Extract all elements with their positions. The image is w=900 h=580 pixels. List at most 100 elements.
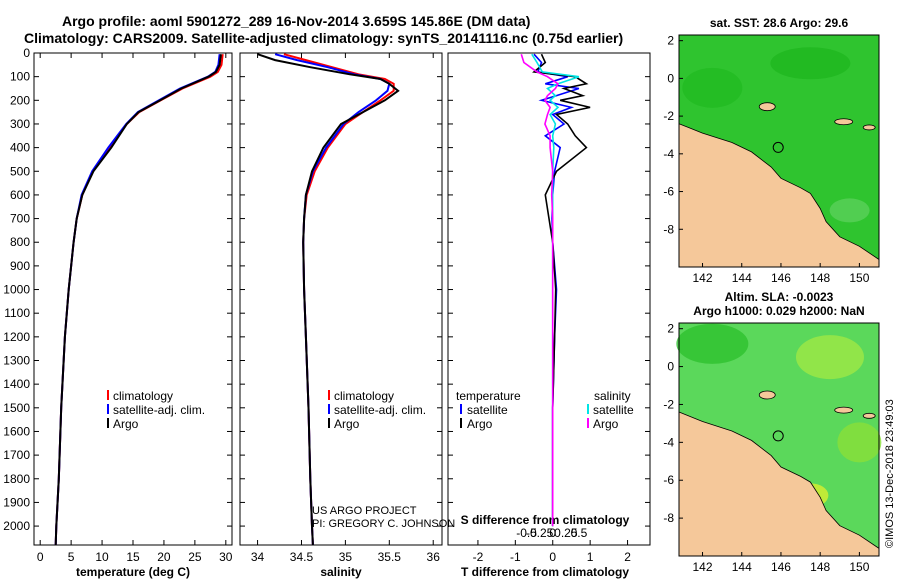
y-tick-label: 200: [10, 93, 30, 107]
x-tick-label: 142: [693, 560, 713, 574]
y-tick-label: 2: [667, 322, 674, 336]
y-tick-label: 400: [10, 141, 30, 155]
x-tick-label: 20: [157, 550, 171, 564]
map-frame: [678, 34, 880, 268]
series-line-salinity-Argo: [520, 53, 560, 527]
plot-frame: [239, 52, 443, 546]
y-tick-label: 2: [667, 34, 674, 48]
x-tick-label: 146: [771, 271, 791, 285]
y-tick-label: 1200: [3, 330, 30, 344]
series-line-satellite-adj-clim-: [54, 54, 221, 546]
plot-frame: [447, 52, 651, 546]
imos-credit: ©IMOS 13-Dec-2018 23:49:03: [884, 399, 896, 548]
y-tick-label: 1000: [3, 283, 30, 297]
y-tick-label: 0: [667, 360, 674, 374]
legend-label: satellite-adj. clim.: [113, 403, 205, 417]
x-tick-label: 30: [219, 550, 233, 564]
x-tick-label: 144: [732, 271, 752, 285]
island: [862, 412, 876, 419]
x-axis-label: T difference from climatology: [461, 565, 629, 579]
field-patch: [682, 67, 743, 108]
field-patch: [770, 47, 851, 80]
x-tick-label-salinity: -0.5: [516, 526, 537, 540]
legend-label: Argo: [593, 417, 619, 431]
field-patch: [795, 335, 864, 380]
title-line-1: Argo profile: aoml 5901272_289 16-Nov-20…: [62, 13, 530, 29]
y-tick-label: 900: [10, 259, 30, 273]
y-tick-label: 1400: [3, 377, 30, 391]
legend-label: Argo: [113, 417, 139, 431]
x-tick-label: 150: [849, 560, 869, 574]
x-tick-label: 34.5: [290, 550, 314, 564]
legend-label: satellite-adj. clim.: [334, 403, 426, 417]
y-tick-label: 0: [667, 71, 674, 85]
y-tick-label: -4: [663, 435, 674, 449]
island: [834, 406, 854, 414]
map-title: Altim. SLA: -0.0023: [725, 290, 834, 304]
legend-label: climatology: [113, 389, 173, 403]
legend-title-temperature: temperature: [456, 389, 521, 403]
x-tick-label-salinity: 0.25: [554, 526, 578, 540]
series-line-argo: [257, 53, 400, 546]
salinity-panel: 34 34.5 35 35.5 36 salinity climatologysatelli…: [239, 52, 443, 579]
y-tick-label: -8: [663, 511, 674, 525]
x-tick-label: 146: [771, 560, 791, 574]
map-frame: [678, 322, 880, 557]
legend-label: satellite: [467, 403, 508, 417]
x-tick-label: 2: [624, 550, 631, 564]
field-patch: [676, 323, 749, 364]
y-tick-label: -4: [663, 147, 674, 161]
y-tick-label: 100: [10, 70, 30, 84]
x-tick-label: 1: [587, 550, 594, 564]
x-tick-label: -1: [510, 550, 521, 564]
legend-label: satellite: [593, 403, 634, 417]
legend-label: Argo: [467, 417, 493, 431]
sst-map-panel: sat. SST: 28.6 Argo: 29.6 142 144 146 148 150…: [663, 16, 880, 285]
y-tick-label: -6: [663, 473, 674, 487]
island: [834, 118, 854, 126]
argo-position-marker: [772, 430, 784, 442]
x-tick-label: 144: [732, 560, 752, 574]
legend-title-salinity: salinity: [594, 389, 631, 403]
x-tick-label: 35.5: [378, 550, 402, 564]
series-line-satellite-adj-clim-: [274, 53, 391, 546]
x-axis-label-top: S difference from climatology: [461, 513, 630, 527]
y-tick-label: 500: [10, 164, 30, 178]
x-tick-label: 0: [549, 550, 556, 564]
series-line-argo: [54, 54, 222, 546]
project-credit: US ARGO PROJECT: [312, 505, 417, 517]
series-line-climatology: [54, 54, 224, 546]
x-tick-label: 10: [95, 550, 109, 564]
y-tick-label: 2000: [3, 519, 30, 533]
y-tick-label: 1500: [3, 401, 30, 415]
y-tick-label: 800: [10, 235, 30, 249]
y-tick-label: 1100: [4, 306, 30, 320]
x-tick-label: 148: [810, 271, 830, 285]
x-tick-label: -2: [473, 550, 484, 564]
map-title: Argo h1000: 0.029 h2000: NaN: [693, 304, 864, 318]
y-tick-label: 1700: [3, 448, 30, 462]
x-axis-label: salinity: [320, 565, 362, 579]
field-patch: [837, 422, 882, 463]
x-tick-label: 142: [693, 271, 713, 285]
y-tick-label: 0: [23, 46, 30, 60]
x-tick-label: 36: [427, 550, 441, 564]
map-title: sat. SST: 28.6 Argo: 29.6: [710, 16, 849, 30]
island: [758, 390, 776, 400]
x-tick-label: 25: [188, 550, 202, 564]
island: [758, 102, 776, 112]
x-tick-label: 15: [126, 550, 140, 564]
x-tick-label-salinity: 0: [549, 526, 556, 540]
island: [862, 124, 876, 131]
y-tick-label: -2: [663, 397, 674, 411]
temperature-panel: 0100200300400500600700800900100011001200…: [3, 46, 233, 579]
x-tick-label: 34: [251, 550, 265, 564]
y-tick-label: 600: [10, 188, 30, 202]
x-tick-label: 150: [849, 271, 869, 285]
field-patch: [829, 198, 870, 223]
x-tick-label: 5: [68, 550, 75, 564]
legend-label: climatology: [334, 389, 394, 403]
series-line-temperature-Argo: [532, 53, 591, 527]
